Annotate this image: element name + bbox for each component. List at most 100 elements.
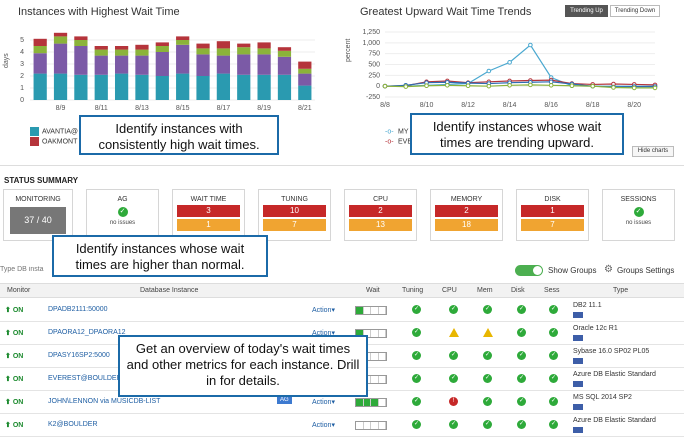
col-type[interactable]: Type: [613, 287, 629, 294]
instance-link[interactable]: EVEREST@BOULDER: [48, 375, 122, 382]
instance-link[interactable]: JOHN\LENNON via MUSICDB-LIST: [48, 398, 161, 405]
col-database-instance[interactable]: Database Instance: [140, 287, 199, 294]
check-icon[interactable]: ✓: [483, 374, 492, 383]
check-icon[interactable]: ✓: [517, 374, 526, 383]
col-sess[interactable]: Sess: [544, 287, 560, 294]
show-groups-toggle[interactable]: [515, 265, 543, 276]
status-on[interactable]: ⬆ ON: [5, 353, 24, 360]
bar-segment: [216, 48, 231, 56]
warning-count[interactable]: 7: [521, 219, 584, 231]
groups-settings-link[interactable]: Groups Settings: [617, 266, 675, 275]
bar-segment: [176, 40, 190, 45]
monitoring-count: 37 / 40: [10, 207, 66, 234]
check-icon[interactable]: ✓: [483, 420, 492, 429]
check-icon[interactable]: ✓: [449, 420, 458, 429]
instance-link[interactable]: K2@BOULDER: [48, 421, 98, 428]
wait-bar[interactable]: [355, 421, 387, 430]
check-icon[interactable]: ✓: [449, 351, 458, 360]
action-menu[interactable]: Action▾: [312, 422, 335, 429]
instance-link[interactable]: DPASY16SP2:5000: [48, 352, 110, 359]
tab-trending-up[interactable]: Trending Up: [565, 5, 608, 17]
instance-link[interactable]: DPADB2111:50000: [48, 306, 108, 313]
warning-count[interactable]: 13: [349, 219, 412, 231]
card-cpu[interactable]: CPU 2 13: [344, 189, 417, 241]
card-memory[interactable]: MEMORY 2 18: [430, 189, 503, 241]
right-legend-2[interactable]: -o- EVE: [385, 133, 412, 151]
warning-count[interactable]: 7: [263, 219, 326, 231]
critical-count[interactable]: 10: [263, 205, 326, 217]
check-icon[interactable]: ✓: [549, 374, 558, 383]
gear-icon[interactable]: ⚙: [604, 264, 613, 275]
left-legend-1[interactable]: AVANTIA@: [30, 123, 78, 141]
check-icon[interactable]: ✓: [549, 420, 558, 429]
table-row[interactable]: ⬆ ON DPAORA12_DPAORA12 Action▾ ✓ ✓ ✓ Oracle 12…: [0, 322, 684, 345]
check-icon[interactable]: ✓: [549, 305, 558, 314]
hide-charts-button[interactable]: Hide charts: [632, 146, 674, 157]
right-legend-1[interactable]: -o- MY: [385, 123, 409, 141]
critical-count[interactable]: 3: [177, 205, 240, 217]
col-disk[interactable]: Disk: [511, 287, 525, 294]
warning-icon[interactable]: [449, 328, 459, 337]
card-monitoring[interactable]: MONITORING 37 / 40: [3, 189, 73, 241]
col-tuning[interactable]: Tuning: [402, 287, 424, 294]
card-ag[interactable]: AG ✓ no issues: [86, 189, 159, 241]
check-icon[interactable]: ✓: [483, 351, 492, 360]
check-icon[interactable]: ✓: [483, 305, 492, 314]
card-wait-time[interactable]: WAIT TIME 3 1: [172, 189, 245, 241]
table-row[interactable]: ⬆ ON DPADB2111:50000 Action▾ ✓ ✓ ✓ ✓ ✓ DB2 11.1: [0, 299, 684, 322]
left-legend-2[interactable]: OAKMONT: [30, 133, 77, 151]
check-icon[interactable]: ✓: [549, 397, 558, 406]
status-on[interactable]: ⬆ ON: [5, 422, 24, 429]
check-icon[interactable]: ✓: [412, 305, 421, 314]
col-mem[interactable]: Mem: [477, 287, 493, 294]
y-tick-label: 0: [20, 97, 24, 104]
wait-bar[interactable]: [355, 306, 387, 315]
check-icon[interactable]: ✓: [549, 328, 558, 337]
check-icon[interactable]: ✓: [412, 397, 421, 406]
check-icon[interactable]: ✓: [483, 397, 492, 406]
action-menu[interactable]: Action▾: [312, 330, 335, 337]
check-icon[interactable]: ✓: [517, 397, 526, 406]
action-menu[interactable]: Action▾: [312, 307, 335, 314]
tab-trending-down[interactable]: Trending Down: [610, 5, 660, 17]
status-on[interactable]: ⬆ ON: [5, 376, 24, 383]
status-on[interactable]: ⬆ ON: [5, 399, 24, 406]
check-icon[interactable]: ✓: [517, 328, 526, 337]
x-tick-label: 8/18: [586, 102, 600, 109]
action-menu[interactable]: Action▾: [312, 399, 335, 406]
col-monitor[interactable]: Monitor: [7, 287, 31, 294]
critical-count[interactable]: 2: [349, 205, 412, 217]
card-disk[interactable]: DISK 1 7: [516, 189, 589, 241]
card-sessions[interactable]: SESSIONS ✓ no issues: [602, 189, 675, 241]
check-icon[interactable]: ✓: [412, 351, 421, 360]
critical-count[interactable]: 1: [521, 205, 584, 217]
col-wait[interactable]: Wait: [366, 287, 380, 294]
check-icon[interactable]: ✓: [449, 305, 458, 314]
check-icon[interactable]: ✓: [517, 420, 526, 429]
warning-icon[interactable]: [483, 328, 493, 337]
wait-bar[interactable]: [355, 398, 387, 407]
check-icon[interactable]: ✓: [412, 374, 421, 383]
instance-type: Sybase 16.0 SP02 PL05: [573, 348, 650, 355]
wait-bar[interactable]: [355, 329, 387, 338]
critical-icon[interactable]: !: [449, 397, 458, 406]
ag-badge[interactable]: AG: [277, 396, 292, 404]
warning-count[interactable]: 18: [435, 219, 498, 231]
data-point: [465, 83, 471, 89]
check-icon[interactable]: ✓: [517, 351, 526, 360]
table-row[interactable]: ⬆ ON K2@BOULDER Action▾ ✓ ✓ ✓ ✓ ✓ Azure DB Elast…: [0, 414, 684, 437]
status-on[interactable]: ⬆ ON: [5, 307, 24, 314]
card-tuning[interactable]: TUNING 10 7: [258, 189, 331, 241]
critical-count[interactable]: 2: [435, 205, 498, 217]
warning-count[interactable]: 1: [177, 219, 240, 231]
check-icon[interactable]: ✓: [549, 351, 558, 360]
instance-link[interactable]: DPAORA12_DPAORA12: [48, 329, 126, 336]
search-input[interactable]: [0, 262, 52, 276]
col-cpu[interactable]: CPU: [442, 287, 457, 294]
check-icon[interactable]: ✓: [449, 374, 458, 383]
check-icon[interactable]: ✓: [412, 328, 421, 337]
check-icon[interactable]: ✓: [412, 420, 421, 429]
check-icon[interactable]: ✓: [517, 305, 526, 314]
table-row[interactable]: ⬆ ON JOHN\LENNON via MUSICDB-LIST AG Action…: [0, 391, 684, 414]
status-on[interactable]: ⬆ ON: [5, 330, 24, 337]
